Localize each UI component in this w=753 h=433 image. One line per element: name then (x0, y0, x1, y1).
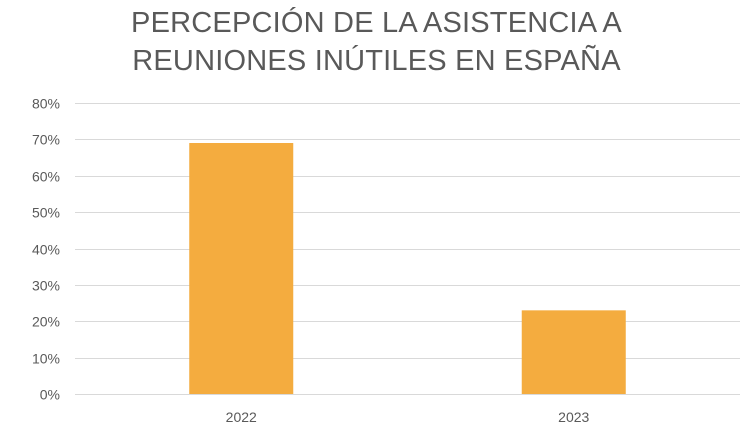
y-tick-label: 70% (32, 132, 60, 148)
y-tick-label: 80% (32, 96, 60, 112)
chart-title-line-2: REUNIONES INÚTILES EN ESPAÑA (132, 45, 621, 77)
y-tick-label: 40% (32, 242, 60, 258)
y-tick-label: 30% (32, 278, 60, 294)
bar-2022 (189, 143, 294, 394)
y-tick-label: 0% (40, 387, 60, 403)
bar-2023 (521, 310, 626, 394)
chart-title-line-1: PERCEPCIÓN DE LA ASISTENCIA A (131, 7, 622, 39)
y-tick-label: 60% (32, 169, 60, 185)
x-tick-label: 2023 (558, 409, 589, 425)
x-tick-label: 2022 (226, 409, 257, 425)
y-tick-label: 20% (32, 314, 60, 330)
chart-title: PERCEPCIÓN DE LA ASISTENCIA A REUNIONES … (0, 4, 753, 80)
y-tick-label: 50% (32, 205, 60, 221)
y-tick-label: 10% (32, 351, 60, 367)
